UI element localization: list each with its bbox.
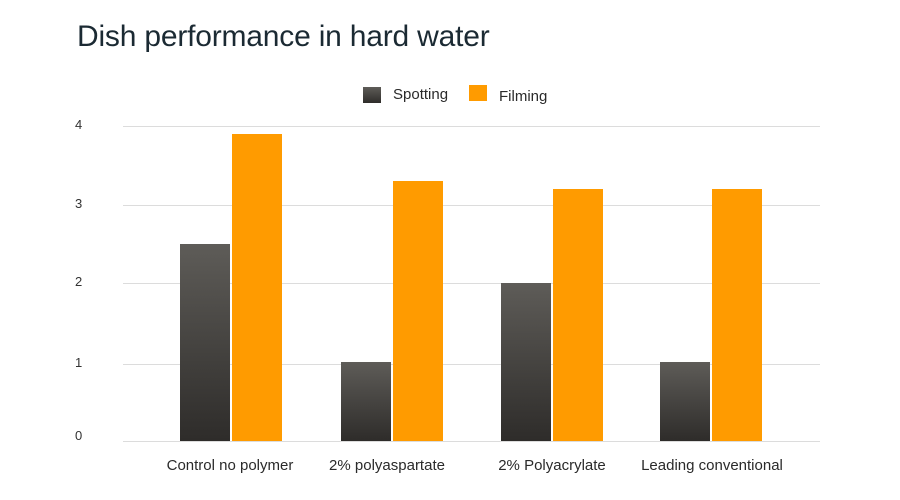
legend-swatch-spotting-icon (363, 86, 381, 103)
gridline-1 (123, 364, 820, 365)
gridline-2 (123, 283, 820, 284)
x-tick-control-no-polymer: Control no polymer (166, 457, 294, 474)
gridline-0 (123, 441, 820, 442)
legend-label-filming: Filming (499, 88, 548, 105)
gridline-3 (123, 205, 820, 206)
bar-spotting-2 (501, 283, 551, 441)
bar-spotting-1 (341, 362, 391, 441)
gridline-4 (123, 126, 820, 127)
y-tick-0: 0 (75, 428, 83, 443)
legend-item-filming[interactable]: Filming (469, 84, 547, 105)
legend-swatch-filming-icon (469, 84, 487, 101)
chart-title: Dish performance in hard water (77, 20, 490, 53)
bar-filming-3 (712, 189, 762, 441)
y-tick-4: 4 (75, 117, 83, 132)
y-tick-1: 1 (75, 355, 83, 370)
bar-filming-0 (232, 134, 282, 441)
chart-legend: Spotting Filming (0, 0, 900, 110)
bar-spotting-3 (660, 362, 710, 441)
legend-item-spotting[interactable]: Spotting (363, 86, 448, 103)
bar-filming-1 (393, 181, 443, 441)
bar-spotting-0 (180, 244, 230, 441)
legend-label-spotting: Spotting (393, 86, 449, 103)
x-tick-leading-conventional: Leading conventional (641, 457, 783, 474)
y-tick-2: 2 (75, 274, 83, 289)
x-tick-2pct-polyacrylate: 2% Polyacrylate (498, 457, 606, 474)
y-tick-3: 3 (75, 196, 83, 211)
x-tick-2pct-polyaspartate: 2% polyaspartate (329, 457, 445, 474)
bar-filming-2 (553, 189, 603, 441)
